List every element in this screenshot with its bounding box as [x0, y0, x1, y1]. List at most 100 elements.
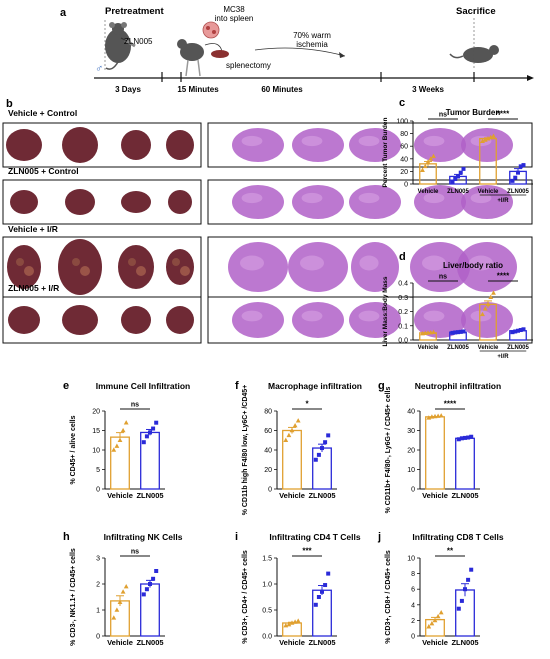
y-tick-label: 8	[411, 571, 415, 578]
data-point	[456, 174, 460, 179]
data-point	[458, 329, 463, 334]
data-point	[422, 163, 428, 169]
data-point	[141, 440, 146, 445]
syringe-icon	[120, 37, 136, 48]
y-axis-label: % CD3-, NK1.1+ / CD45+ cells	[70, 548, 77, 646]
data-point	[429, 620, 435, 626]
data-point	[313, 602, 318, 607]
y-axis-label: % CD3+, CD4+ / CD45+ cells	[242, 550, 249, 644]
data-point	[485, 136, 491, 141]
bar-zln005	[312, 447, 332, 490]
x-tick-label: Vehicle	[107, 638, 133, 647]
data-point	[316, 452, 321, 457]
y-axis-label: % CD11b+ F4/80-, Ly6G+ / CD45+ cells	[385, 387, 392, 514]
data-point	[469, 567, 474, 572]
y-axis-label: Percent Tumor Burden	[382, 118, 389, 188]
data-point	[326, 571, 331, 576]
x-tick-label: ZLN005	[451, 638, 478, 647]
data-point	[466, 577, 471, 582]
data-point	[117, 599, 123, 604]
liver-sample	[121, 130, 151, 160]
y-tick-label: 0	[268, 487, 272, 494]
panel-letter-e: e	[63, 380, 69, 392]
data-point	[292, 423, 298, 428]
liver-sample	[7, 245, 41, 289]
data-point	[148, 430, 152, 435]
significance-label: ****	[497, 272, 510, 281]
y-tick-label: 20	[407, 448, 415, 455]
chart-title: Infiltrating CD4 T Cells	[269, 532, 360, 542]
data-point	[316, 595, 321, 599]
chart-c: c Tumor Burden 0 20 40 60 80 100 Percent Tumor B…	[382, 97, 533, 204]
y-tick-label: 6	[411, 587, 415, 594]
data-point	[141, 592, 146, 597]
sacrifice-mouse-icon	[449, 45, 499, 63]
panel-letter-c: c	[399, 97, 405, 109]
y-tick-label: 60	[264, 428, 272, 435]
data-point	[459, 598, 464, 603]
data-point	[482, 137, 488, 142]
data-point	[111, 447, 117, 452]
chart-title: Macrophage infiltration	[268, 381, 362, 391]
data-point	[456, 437, 461, 442]
data-point	[289, 427, 295, 433]
data-point	[516, 170, 520, 175]
male-icon: ♂	[95, 63, 103, 75]
significance-label: ns	[131, 549, 139, 556]
data-point	[111, 615, 117, 620]
data-point	[459, 436, 464, 441]
data-point	[114, 607, 120, 612]
y-axis-label: % CD45+ / alive cells	[70, 415, 77, 484]
y-tick-label: 10	[92, 448, 100, 455]
bar-vehicle	[425, 416, 445, 490]
y-tick-label: 15	[92, 428, 100, 435]
y-tick-label: 0.3	[398, 295, 408, 302]
data-point	[438, 610, 444, 615]
liver-sample	[166, 249, 194, 285]
significance-label: ns	[439, 112, 447, 119]
panel-letter-b: b	[6, 98, 13, 110]
chart-d: d Liver/body ratio 0.0 0.1 0.2 0.3 0.4 Liver Ma…	[382, 251, 533, 360]
chart-title: Neutrophil infiltration	[415, 381, 501, 391]
data-point	[456, 606, 461, 611]
x-tick-label: Vehicle	[422, 638, 448, 647]
liver-sample	[121, 191, 151, 213]
ischemia-label-1: 70% warm	[293, 31, 331, 40]
y-tick-label: 40	[264, 448, 272, 455]
y-tick-label: 0	[96, 487, 100, 494]
data-point	[516, 328, 520, 333]
chart-j: j Infiltrating CD8 T Cells 0 2 4 6 8 10 % CD3+, …	[377, 531, 504, 647]
sacrifice-label: Sacrifice	[456, 6, 496, 17]
y-tick-label: 0.4	[398, 281, 408, 288]
data-point	[438, 413, 444, 418]
y-tick-label: 1.5	[262, 556, 272, 563]
data-point	[320, 446, 324, 451]
data-point	[491, 290, 496, 295]
splenectomy-label: splenectomy	[226, 61, 271, 70]
data-point	[420, 167, 425, 172]
data-point	[518, 164, 523, 169]
y-tick-label: 100	[396, 119, 408, 126]
y-tick-label: 0.0	[262, 634, 272, 641]
duration-3: 60 Minutes	[261, 85, 303, 94]
x-tick-label: ZLN005	[447, 345, 469, 351]
spleen-icon	[211, 50, 229, 58]
data-point	[313, 457, 318, 462]
pretreatment-label: Pretreatment	[105, 6, 164, 17]
data-point	[144, 587, 149, 592]
panel-letter-g: g	[378, 380, 385, 392]
y-tick-label: 20	[400, 169, 408, 176]
y-tick-label: 40	[407, 409, 415, 416]
y-tick-label: 0	[411, 634, 415, 641]
mc38-label-1: MC38	[223, 5, 245, 14]
y-tick-label: 3	[96, 556, 100, 563]
liver-sample	[121, 306, 151, 334]
data-point	[513, 175, 518, 180]
data-point	[117, 437, 123, 443]
significance-label: ns	[439, 274, 447, 281]
y-tick-label: 0	[411, 487, 415, 494]
drug-label: ZLN005	[124, 37, 153, 46]
data-point	[488, 134, 494, 140]
spleen-injection-icon	[202, 21, 220, 39]
